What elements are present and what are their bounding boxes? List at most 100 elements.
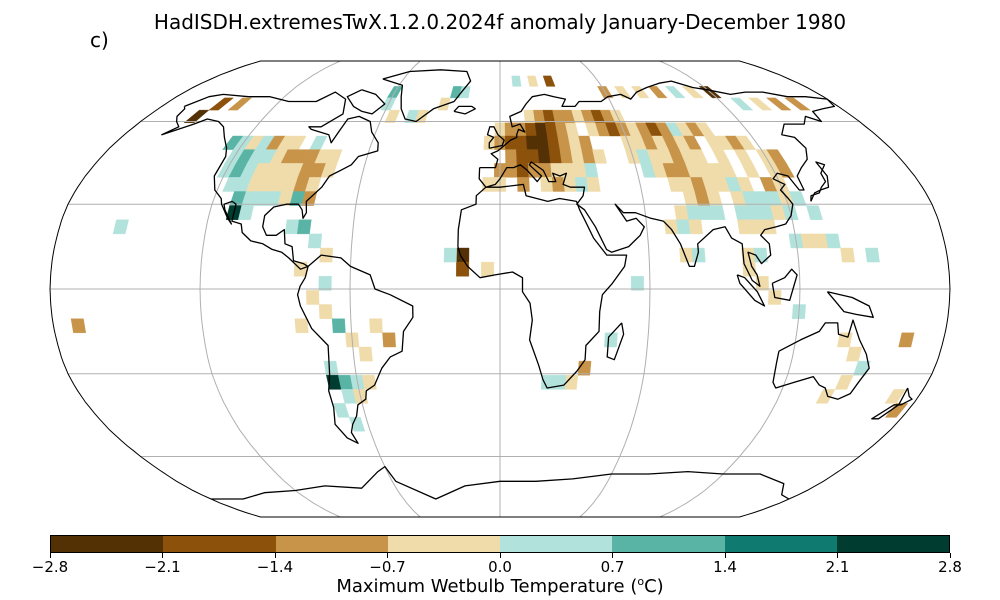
coastline-australia <box>772 319 870 400</box>
colorbar-tick-mark <box>499 553 501 558</box>
coastline-new-guinea <box>826 291 874 318</box>
anomaly-cell <box>527 75 539 87</box>
meridian-line <box>199 60 341 518</box>
colorbar-tick-label: −1.4 <box>256 558 294 576</box>
coastline-borneo <box>771 268 798 301</box>
anomaly-cell <box>691 247 706 263</box>
map-title: HadISDH.extremesTwX.1.2.0.2024f anomaly … <box>153 10 847 34</box>
anomaly-cell <box>537 149 551 164</box>
anomaly-cell <box>318 276 332 291</box>
anomaly-cell <box>323 360 339 376</box>
anomaly-cell <box>592 149 607 164</box>
colorbar-swatch <box>612 536 725 552</box>
anomaly-cell <box>614 86 632 99</box>
colorbar-swatch <box>387 536 500 552</box>
anomaly-cell <box>688 219 703 235</box>
anomaly-cell <box>306 290 320 305</box>
colorbar-tick-label: 0.7 <box>600 558 625 576</box>
anomaly-cell <box>737 219 753 235</box>
colorbar-tick-mark <box>837 553 838 558</box>
coastline-baffin <box>346 89 386 115</box>
anomaly-cell <box>481 261 494 277</box>
anomaly-cell <box>505 149 518 164</box>
anomaly-cell <box>208 97 235 111</box>
coastline-madagascar <box>606 322 625 361</box>
anomaly-cell <box>630 86 650 99</box>
anomaly-cell <box>456 261 470 277</box>
anomaly-cell <box>540 177 554 192</box>
colorbar-label: Maximum Wetbulb Temperature (oC) <box>336 575 664 597</box>
anomaly-cell <box>845 346 863 362</box>
anomaly-cell <box>112 219 129 235</box>
anomaly-cell <box>511 75 522 87</box>
coastlines <box>161 69 913 500</box>
anomaly-cell <box>647 86 668 99</box>
anomaly-cell <box>382 332 396 348</box>
coastline-south-america <box>296 254 414 444</box>
colorbar-swatch <box>724 536 837 552</box>
anomaly-cell <box>825 233 841 249</box>
anomaly-cell <box>516 149 529 164</box>
anomaly-cell <box>437 97 451 111</box>
coastline-sumatra <box>736 274 766 307</box>
colorbar-swatch <box>836 536 949 552</box>
anomaly-cell <box>806 205 823 220</box>
colorbar-tick-label: 1.4 <box>713 558 737 576</box>
anomaly-cell <box>741 163 761 178</box>
anomaly-cell <box>710 205 726 220</box>
anomaly-cell <box>183 109 210 124</box>
anomaly-cell <box>384 109 401 124</box>
colorbar-tick-mark <box>949 553 951 558</box>
anomaly-cell <box>840 247 855 263</box>
coastline-nz <box>871 387 913 420</box>
anomaly-cell <box>711 149 731 164</box>
anomaly-cell <box>361 375 377 390</box>
anomaly-cell <box>297 219 312 235</box>
colorbar-tick-mark <box>274 553 276 558</box>
anomaly-cell <box>774 163 795 178</box>
anomaly-cell <box>765 97 792 111</box>
anomaly-cell <box>761 219 777 235</box>
map-outline <box>49 60 951 518</box>
anomaly-cell <box>504 122 516 137</box>
anomaly-cell <box>630 276 644 291</box>
anomaly-cell <box>319 247 334 263</box>
anomaly-cell <box>898 332 915 348</box>
anomaly-cell <box>331 318 346 333</box>
colorbar <box>50 535 950 553</box>
colorbar-tick-label: −2.8 <box>31 558 69 576</box>
coastline-africa <box>457 183 628 389</box>
anomaly-cell <box>515 135 528 150</box>
anomaly-cells <box>70 75 915 432</box>
coastline-greenland <box>382 69 472 123</box>
anomaly-cell <box>561 163 576 178</box>
anomaly-cell <box>318 304 333 319</box>
anomaly-cell <box>369 318 383 333</box>
meridian-line <box>659 60 801 518</box>
colorbar-tick-mark <box>49 553 51 558</box>
meridian-line <box>349 60 421 518</box>
anomaly-cell <box>584 163 599 178</box>
colorbar-tick-label: 2.1 <box>825 558 850 576</box>
colorbar-swatch <box>163 536 276 552</box>
anomaly-cell <box>865 247 880 263</box>
anomaly-cell <box>523 109 536 124</box>
anomaly-cell <box>676 219 691 235</box>
anomaly-cell <box>526 149 540 164</box>
anomaly-cell <box>577 360 592 376</box>
anomaly-cell <box>524 122 537 137</box>
colorbar-swatch <box>51 536 164 552</box>
anomaly-cell <box>525 135 539 150</box>
colorbar-swatch <box>275 536 388 552</box>
colorbar-tick-label: −0.7 <box>369 558 406 576</box>
anomaly-cell <box>729 97 754 111</box>
anomaly-cell <box>227 97 253 111</box>
meridian-line <box>579 60 651 518</box>
anomaly-cell <box>753 247 768 263</box>
anomaly-cell <box>664 86 686 99</box>
anomaly-cell <box>586 177 601 192</box>
anomaly-cell <box>747 97 773 111</box>
colorbar-tick-mark <box>387 553 388 558</box>
anomaly-cell <box>563 177 577 192</box>
anomaly-cell <box>309 135 328 150</box>
